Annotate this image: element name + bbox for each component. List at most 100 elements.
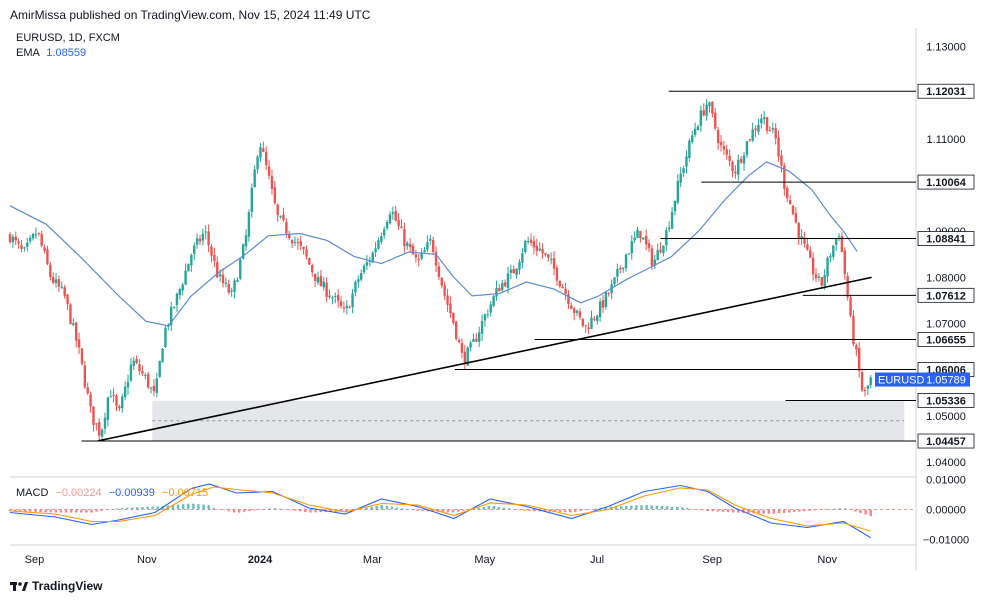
- candle: [397, 213, 400, 231]
- candle: [406, 241, 409, 250]
- candle: [452, 312, 455, 325]
- macd-histogram-bar: [681, 507, 684, 510]
- candle: [521, 248, 524, 269]
- candle: [509, 264, 513, 279]
- macd-histogram-bar: [660, 506, 664, 510]
- candle: [869, 374, 872, 389]
- candle: [809, 246, 812, 259]
- candle: [170, 301, 173, 331]
- macd-histogram-bar: [171, 505, 175, 510]
- macd-histogram-bar: [95, 509, 98, 512]
- candle: [348, 305, 351, 309]
- candle: [146, 371, 150, 390]
- candle: [783, 162, 786, 196]
- candle: [357, 275, 360, 288]
- candle: [478, 326, 481, 347]
- time-tick-label: Nov: [817, 554, 837, 566]
- candle: [843, 247, 846, 280]
- candle: [535, 238, 538, 257]
- candle: [751, 122, 754, 143]
- macd-histogram-bar: [314, 509, 317, 513]
- candle: [857, 341, 861, 378]
- macd-histogram-bar: [248, 509, 251, 512]
- candle: [457, 337, 461, 344]
- macd-histogram-bar: [202, 504, 205, 510]
- candle: [236, 277, 239, 283]
- macd-histogram-bar: [762, 509, 765, 514]
- candle: [624, 253, 628, 272]
- macd-histogram-bar: [176, 504, 180, 510]
- candle: [161, 348, 164, 363]
- candle: [526, 236, 530, 245]
- candle: [172, 306, 176, 309]
- candle: [365, 255, 369, 270]
- macd-histogram-bar: [64, 509, 68, 513]
- candle: [696, 124, 700, 131]
- candle: [391, 206, 395, 220]
- candle: [791, 205, 795, 216]
- candle: [319, 269, 323, 287]
- ema-label: EMA: [16, 47, 40, 59]
- candle: [852, 310, 855, 347]
- candle: [49, 262, 52, 281]
- macd-histogram-bar: [528, 509, 531, 512]
- macd-histogram-bar: [747, 509, 750, 514]
- symbol-label: EURUSD, 1D, FXCM: [16, 32, 120, 44]
- trendline[interactable]: [97, 276, 872, 442]
- candle: [221, 268, 225, 288]
- macd-histogram-bar: [416, 509, 419, 511]
- candle: [385, 220, 389, 231]
- candle: [682, 165, 685, 177]
- macd-histogram-bar: [90, 509, 93, 513]
- macd-histogram-bar: [670, 506, 674, 510]
- macd-histogram-bar: [864, 509, 867, 515]
- macd-histogram-bar: [782, 509, 786, 513]
- candle: [8, 232, 12, 244]
- candle: [823, 269, 826, 290]
- macd-histogram-bar: [716, 509, 720, 512]
- macd-histogram-bar: [395, 507, 399, 510]
- candle: [760, 113, 763, 129]
- macd-histogram-bar: [752, 509, 755, 514]
- candle: [604, 291, 608, 310]
- candle: [532, 235, 536, 255]
- tradingview-logo: TradingView: [10, 579, 102, 593]
- candle: [705, 98, 708, 121]
- candle: [204, 225, 207, 240]
- macd-histogram-bar: [278, 508, 282, 510]
- macd-histogram-bar: [268, 508, 271, 510]
- macd-histogram-bar: [105, 509, 108, 510]
- candle: [400, 219, 403, 229]
- level-label: 1.06655: [926, 335, 966, 347]
- macd-histogram-bar: [375, 505, 378, 510]
- candle: [480, 314, 484, 342]
- candle: [722, 140, 726, 156]
- candle: [83, 361, 87, 390]
- candle: [489, 301, 492, 317]
- candle: [544, 252, 547, 257]
- price-tick-label: 1.08000: [926, 272, 966, 284]
- candle: [322, 276, 325, 291]
- macd-histogram-bar: [701, 509, 704, 511]
- macd-histogram-bar: [803, 509, 806, 512]
- candle: [699, 105, 703, 132]
- candle: [109, 389, 112, 398]
- candle: [679, 166, 682, 188]
- candle: [129, 357, 133, 383]
- candle: [832, 244, 835, 260]
- macd-histogram-bar: [619, 505, 623, 510]
- macd-histogram-bar: [767, 509, 771, 514]
- candle: [771, 122, 775, 134]
- macd-histogram-bar: [217, 509, 221, 510]
- macd-histogram-bar: [849, 509, 852, 511]
- level-label-box: [917, 231, 975, 246]
- candle: [368, 256, 372, 267]
- candle: [777, 130, 780, 162]
- candle: [198, 234, 202, 245]
- macd-histogram-bar: [731, 509, 735, 513]
- candle: [642, 237, 645, 240]
- candle: [656, 243, 659, 261]
- candle: [342, 301, 346, 313]
